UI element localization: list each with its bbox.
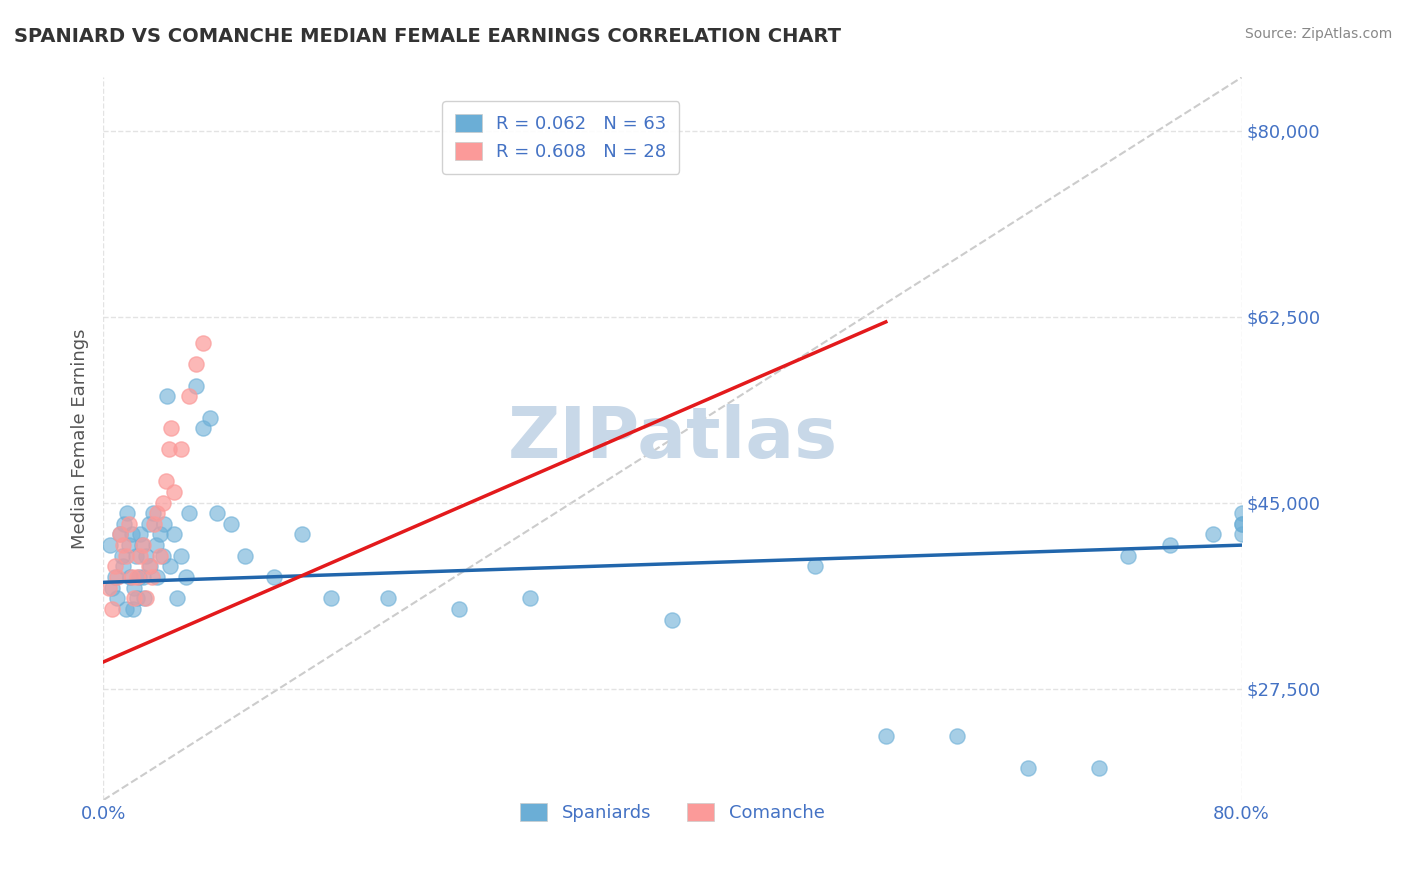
Point xyxy=(122,602,145,616)
Point xyxy=(131,538,153,552)
Point xyxy=(1230,516,1253,531)
Point xyxy=(163,527,186,541)
Point xyxy=(160,421,183,435)
Point xyxy=(1116,549,1139,563)
Point xyxy=(1088,761,1111,775)
Point xyxy=(108,527,131,541)
Point xyxy=(447,602,470,616)
Point xyxy=(124,581,146,595)
Point xyxy=(121,527,143,541)
Text: ZIPatlas: ZIPatlas xyxy=(508,404,838,474)
Point xyxy=(263,570,285,584)
Point xyxy=(143,516,166,531)
Point xyxy=(145,538,167,552)
Point xyxy=(115,602,138,616)
Point xyxy=(184,378,207,392)
Point xyxy=(1230,506,1253,520)
Point xyxy=(191,336,214,351)
Point xyxy=(177,389,200,403)
Point xyxy=(127,591,149,606)
Point xyxy=(135,549,157,563)
Point xyxy=(118,538,141,552)
Point xyxy=(661,613,683,627)
Point xyxy=(124,591,146,606)
Point xyxy=(163,485,186,500)
Point xyxy=(139,559,162,574)
Point xyxy=(1159,538,1181,552)
Point xyxy=(519,591,541,606)
Point xyxy=(170,442,193,457)
Text: SPANIARD VS COMANCHE MEDIAN FEMALE EARNINGS CORRELATION CHART: SPANIARD VS COMANCHE MEDIAN FEMALE EARNI… xyxy=(14,27,841,45)
Point xyxy=(152,549,174,563)
Point xyxy=(146,506,169,520)
Point xyxy=(153,516,176,531)
Point xyxy=(112,559,135,574)
Point xyxy=(1230,516,1253,531)
Point xyxy=(111,549,134,563)
Point xyxy=(198,410,221,425)
Point xyxy=(946,730,969,744)
Text: Source: ZipAtlas.com: Source: ZipAtlas.com xyxy=(1244,27,1392,41)
Point xyxy=(377,591,399,606)
Point xyxy=(120,570,142,584)
Point xyxy=(100,581,122,595)
Point xyxy=(235,549,257,563)
Point xyxy=(170,549,193,563)
Point xyxy=(135,591,157,606)
Point xyxy=(138,516,160,531)
Point xyxy=(112,538,135,552)
Point xyxy=(157,442,180,457)
Point xyxy=(128,570,150,584)
Point xyxy=(803,559,825,574)
Point xyxy=(103,559,125,574)
Point xyxy=(117,506,139,520)
Point xyxy=(129,549,152,563)
Point xyxy=(174,570,197,584)
Point xyxy=(115,549,138,563)
Point xyxy=(121,570,143,584)
Point xyxy=(152,495,174,509)
Point xyxy=(184,358,207,372)
Point xyxy=(1017,761,1039,775)
Point xyxy=(134,591,156,606)
Point xyxy=(141,570,163,584)
Point xyxy=(166,591,188,606)
Point xyxy=(138,559,160,574)
Point xyxy=(103,570,125,584)
Point xyxy=(291,527,314,541)
Point xyxy=(98,538,121,552)
Point xyxy=(205,506,228,520)
Point xyxy=(219,516,242,531)
Point xyxy=(100,602,122,616)
Point xyxy=(129,527,152,541)
Point xyxy=(118,516,141,531)
Point xyxy=(146,570,169,584)
Point xyxy=(177,506,200,520)
Point xyxy=(132,538,155,552)
Point xyxy=(319,591,342,606)
Legend: Spaniards, Comanche: Spaniards, Comanche xyxy=(508,790,837,835)
Point xyxy=(114,516,136,531)
Point xyxy=(1202,527,1225,541)
Point xyxy=(108,527,131,541)
Point xyxy=(875,730,897,744)
Point xyxy=(127,570,149,584)
Point xyxy=(132,570,155,584)
Point xyxy=(105,591,128,606)
Point xyxy=(97,581,120,595)
Point xyxy=(105,570,128,584)
Point xyxy=(156,389,179,403)
Point xyxy=(1230,527,1253,541)
Y-axis label: Median Female Earnings: Median Female Earnings xyxy=(72,328,89,549)
Point xyxy=(159,559,181,574)
Point xyxy=(125,549,148,563)
Point xyxy=(142,506,165,520)
Point xyxy=(149,549,172,563)
Point xyxy=(191,421,214,435)
Point xyxy=(155,475,177,489)
Point xyxy=(149,527,172,541)
